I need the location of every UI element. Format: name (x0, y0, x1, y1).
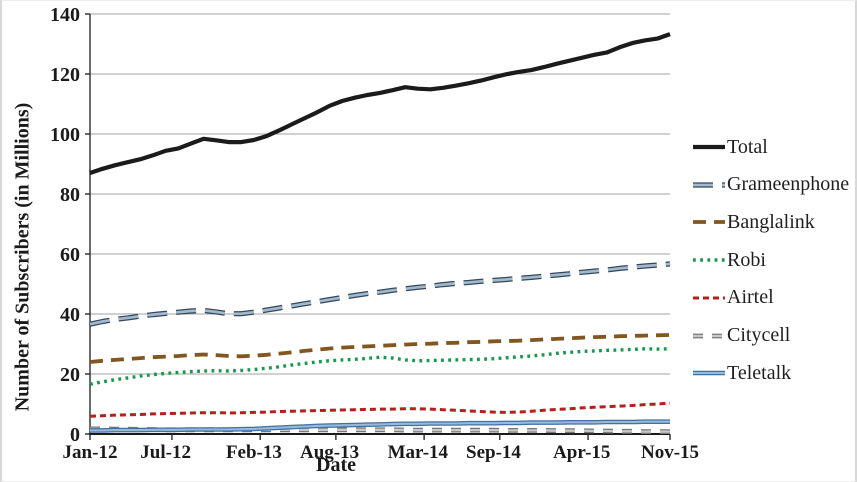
x-tick-label: Apr-15 (553, 442, 610, 463)
x-tick-label: Jul-12 (140, 442, 191, 463)
legend-label: Airtel (727, 286, 774, 309)
line-total (89, 32, 671, 175)
y-tick-label: 20 (60, 364, 80, 386)
x-tick-label: Feb-13 (226, 442, 282, 463)
legend-line-sample (693, 258, 725, 262)
y-axis-title: Number of Subscribers (in Millions) (11, 102, 34, 412)
legend-item-teletalk: Teletalk (692, 362, 791, 384)
legend-label: Robi (727, 248, 766, 271)
legend-label: Total (727, 135, 768, 158)
y-tick-label: 0 (70, 424, 80, 446)
x-tick-label: Nov-15 (641, 442, 699, 463)
x-tick-label: Sep-14 (466, 442, 521, 463)
y-tick-label: 80 (60, 184, 80, 206)
legend-item-total: Total (692, 136, 768, 158)
legend-line-sample (693, 370, 725, 376)
y-tick-label: 100 (50, 124, 80, 146)
legend-item-robi: Robi (692, 249, 766, 271)
line-robi (89, 347, 671, 386)
y-tick-label: 40 (60, 304, 80, 326)
legend-item-airtel: Airtel (692, 286, 774, 309)
line-banglalink (89, 333, 671, 364)
y-tick-label: 120 (50, 64, 80, 86)
legend-item-grameenphone: Grameenphone (692, 173, 850, 196)
x-tick-label: Aug-13 (300, 442, 359, 463)
legend-line-sample (693, 144, 725, 150)
line-airtel (89, 401, 671, 418)
x-tick-label: Mar-14 (388, 442, 449, 463)
legend-item-banglalink: Banglalink (692, 211, 815, 233)
legend-line-sample (693, 182, 725, 188)
x-tick-label: Jan-12 (63, 442, 118, 463)
x-axis-title: Date (316, 454, 356, 476)
legend-line-sample (693, 296, 725, 300)
legend-item-citycell: Citycell (692, 324, 791, 347)
y-tick-label: 60 (60, 244, 80, 266)
legend-label: Citycell (727, 324, 791, 346)
legend-label: Banglalink (727, 210, 815, 233)
y-tick-label: 140 (50, 4, 80, 26)
legend-label: Grameenphone (727, 173, 850, 196)
line-grameenphone (89, 262, 671, 326)
line-teletalk (90, 420, 670, 432)
legend-line-sample (693, 333, 725, 338)
legend-line-sample (693, 220, 725, 225)
legend-label: Teletalk (727, 361, 792, 384)
